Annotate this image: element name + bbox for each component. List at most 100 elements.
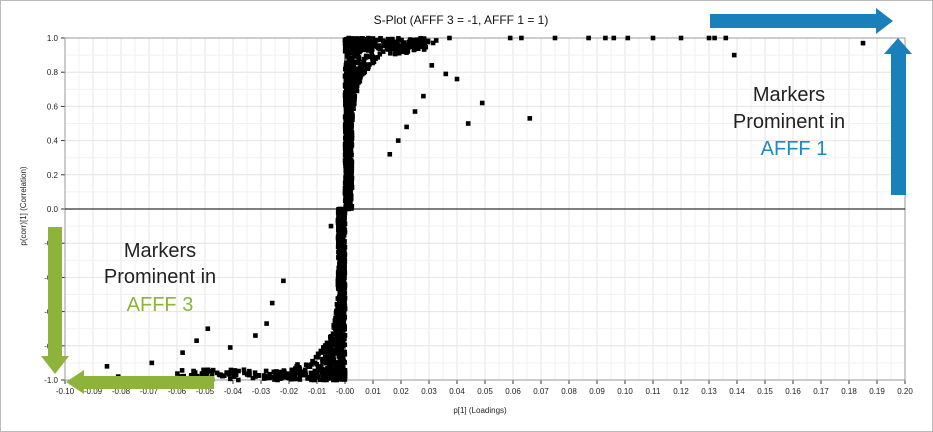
scatter-point bbox=[405, 49, 411, 54]
scatter-point bbox=[367, 47, 373, 52]
scatter-point bbox=[199, 371, 205, 376]
scatter-point bbox=[347, 203, 353, 208]
scatter-point bbox=[389, 41, 395, 46]
scatter-point bbox=[309, 361, 314, 367]
scatter-point bbox=[343, 102, 348, 108]
scatter-point bbox=[331, 362, 336, 367]
scatter-point bbox=[308, 370, 314, 376]
x-tick-label: 0.14 bbox=[729, 387, 745, 396]
scatter-point bbox=[318, 348, 324, 354]
scatter-point bbox=[252, 370, 258, 375]
right-arrow-shaft bbox=[710, 14, 878, 28]
scatter-point bbox=[335, 311, 340, 317]
scatter-point bbox=[341, 316, 347, 321]
scatter-point bbox=[350, 69, 356, 75]
x-tick-label: -0.09 bbox=[84, 387, 103, 396]
scatter-point bbox=[205, 326, 211, 331]
scatter-point bbox=[338, 314, 343, 320]
left-arrow-head bbox=[66, 370, 84, 394]
scatter-point bbox=[339, 353, 345, 359]
scatter-point bbox=[346, 165, 352, 170]
x-tick-label: 0.02 bbox=[393, 387, 409, 396]
scatter-point bbox=[344, 173, 350, 178]
scatter-point bbox=[274, 374, 280, 379]
scatter-point bbox=[369, 47, 375, 52]
scatter-point bbox=[322, 346, 327, 351]
scatter-point bbox=[346, 106, 351, 111]
scatter-point bbox=[341, 287, 346, 292]
up-arrow-head bbox=[884, 38, 912, 54]
scatter-point bbox=[341, 257, 346, 263]
afff1-arrows bbox=[710, 8, 912, 195]
scatter-point bbox=[343, 91, 349, 96]
scatter-point bbox=[382, 43, 388, 48]
scatter-point bbox=[236, 377, 241, 383]
scatter-point bbox=[224, 370, 229, 375]
scatter-point bbox=[278, 376, 283, 382]
scatter-point bbox=[320, 367, 326, 373]
scatter-point bbox=[365, 42, 371, 48]
scatter-point bbox=[860, 40, 866, 46]
scatter-point bbox=[305, 376, 310, 381]
scatter-point bbox=[416, 46, 421, 52]
scatter-point bbox=[342, 342, 348, 348]
scatter-point bbox=[731, 52, 737, 58]
afff3-annotation-line3: AFFF 3 bbox=[127, 294, 194, 316]
scatter-point bbox=[465, 121, 471, 126]
scatter-point bbox=[347, 91, 353, 96]
scatter-point bbox=[378, 36, 383, 41]
x-tick-label: 0.18 bbox=[841, 387, 857, 396]
afff1-annotation-line3: AFFF 1 bbox=[761, 138, 828, 160]
scatter-point bbox=[338, 236, 344, 242]
scatter-point bbox=[396, 50, 402, 56]
scatter-point bbox=[342, 244, 348, 250]
scatter-point bbox=[343, 177, 349, 183]
scatter-point bbox=[343, 187, 348, 192]
scatter-point bbox=[333, 341, 338, 346]
scatter-point bbox=[277, 369, 283, 375]
scatter-point bbox=[201, 368, 207, 373]
x-tick-label: 0.09 bbox=[589, 387, 605, 396]
scatter-point bbox=[295, 370, 300, 375]
scatter-point bbox=[104, 364, 110, 369]
scatter-point bbox=[295, 362, 300, 367]
scatter-point bbox=[348, 74, 354, 79]
scatter-point bbox=[205, 367, 211, 373]
scatter-point bbox=[336, 323, 341, 329]
scatter-point bbox=[395, 45, 400, 51]
scatter-point bbox=[343, 189, 349, 195]
scatter-point bbox=[295, 376, 300, 382]
scatter-point bbox=[361, 43, 367, 49]
x-tick-label: 0.03 bbox=[421, 387, 437, 396]
y-axis-label: p(corr)[1] (Correlation) bbox=[19, 166, 28, 245]
scatter-point bbox=[354, 83, 360, 88]
scatter-point bbox=[349, 36, 354, 41]
scatter-point bbox=[253, 333, 258, 338]
scatter-point bbox=[242, 370, 247, 376]
x-tick-label: -0.08 bbox=[112, 387, 131, 396]
scatter-point bbox=[358, 70, 364, 75]
scatter-point bbox=[334, 329, 339, 335]
scatter-point bbox=[341, 300, 347, 305]
scatter-point bbox=[340, 262, 346, 267]
scatter-point bbox=[337, 348, 342, 353]
scatter-point bbox=[337, 284, 342, 290]
scatter-point bbox=[337, 243, 342, 249]
x-tick-label: 0.10 bbox=[617, 387, 633, 396]
scatter-point bbox=[345, 200, 350, 206]
scatter-point bbox=[275, 377, 280, 383]
scatter-point bbox=[343, 155, 349, 160]
scatter-point bbox=[418, 35, 423, 41]
scatter-point bbox=[342, 229, 348, 235]
scatter-point bbox=[342, 290, 348, 296]
scatter-point bbox=[350, 62, 356, 68]
scatter-point bbox=[335, 234, 341, 240]
scatter-point bbox=[389, 46, 395, 52]
chart-title: S-Plot (AFFF 3 = -1, AFFF 1 = 1) bbox=[374, 13, 549, 27]
scatter-point bbox=[346, 146, 352, 152]
scatter-point bbox=[336, 223, 341, 229]
scatter-point bbox=[335, 364, 341, 369]
scatter-point bbox=[351, 74, 357, 79]
scatter-point bbox=[342, 367, 348, 373]
scatter-point bbox=[358, 64, 364, 69]
